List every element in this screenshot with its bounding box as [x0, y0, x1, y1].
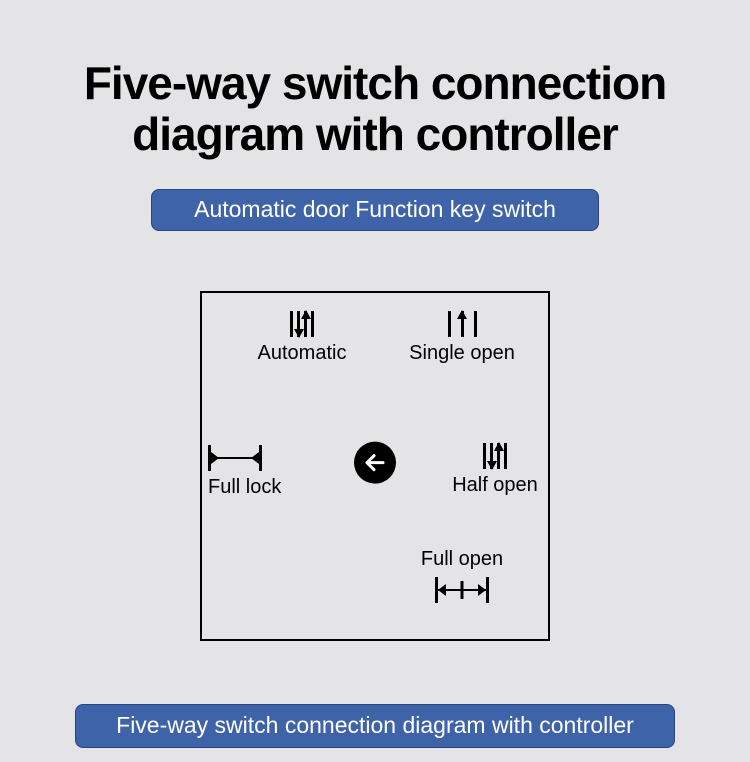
page-title: Five-way switch connection diagram with … [0, 0, 750, 159]
mode-automatic: Automatic [242, 309, 362, 363]
title-line-2: diagram with controller [132, 108, 618, 160]
single-open-icon [397, 309, 527, 337]
arrow-left-icon [362, 450, 388, 476]
mode-full-open-label: Full open [402, 549, 522, 569]
switch-panel: Automatic Single open Full lock Half ope… [200, 291, 550, 641]
pill-function-key: Automatic door Function key switch [151, 189, 599, 231]
full-lock-icon [208, 445, 262, 471]
mode-automatic-label: Automatic [242, 343, 362, 363]
mode-full-lock: Full lock [208, 445, 308, 497]
pill-function-key-label: Automatic door Function key switch [194, 196, 556, 222]
mode-single-open: Single open [397, 309, 527, 363]
mode-full-lock-label: Full lock [208, 477, 308, 497]
title-line-1: Five-way switch connection [84, 57, 666, 109]
pill-bottom-caption: Five-way switch connection diagram with … [75, 704, 675, 748]
knob-left-arrow[interactable] [354, 442, 396, 484]
mode-half-open: Half open [440, 441, 550, 495]
mode-single-open-label: Single open [397, 343, 527, 363]
mode-full-open: Full open [402, 549, 522, 603]
half-open-icon [440, 441, 550, 469]
pill-bottom-caption-label: Five-way switch connection diagram with … [116, 712, 634, 738]
mode-half-open-label: Half open [440, 475, 550, 495]
automatic-icon [242, 309, 362, 337]
full-open-icon [435, 577, 489, 603]
